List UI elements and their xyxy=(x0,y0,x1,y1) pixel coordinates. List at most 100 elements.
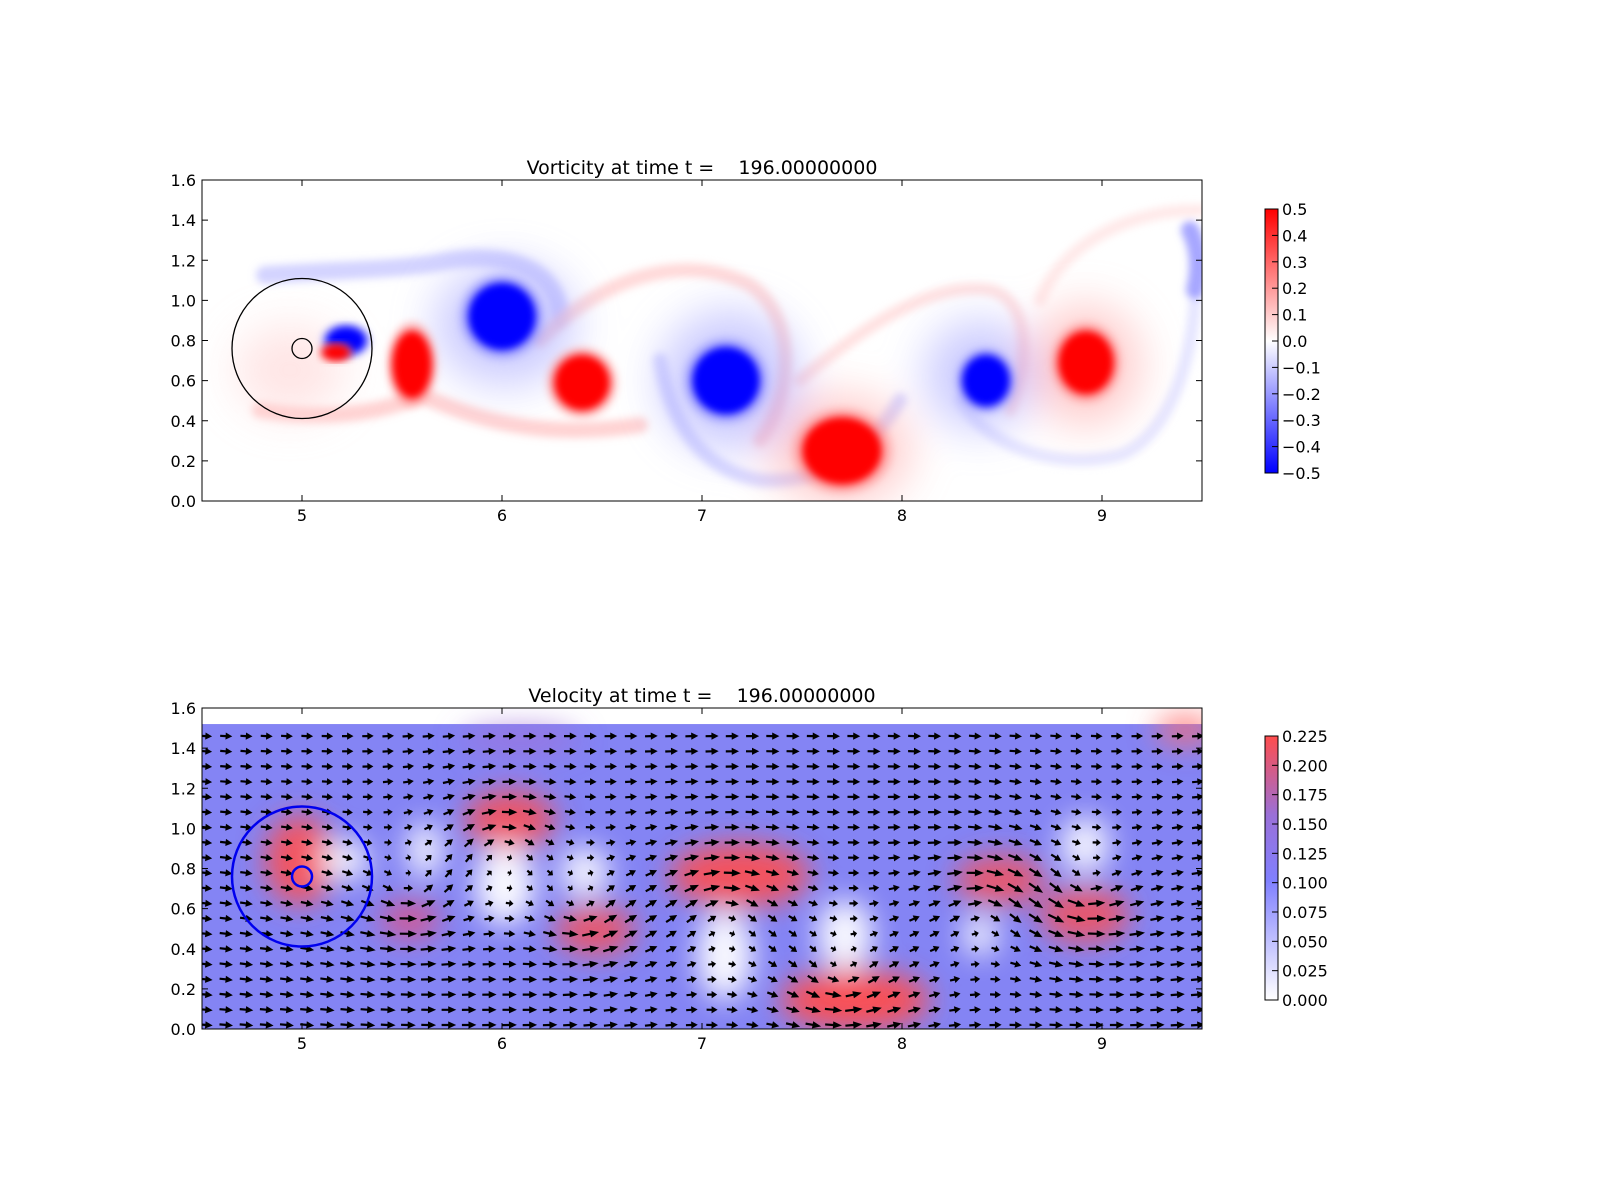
quiver-arrow xyxy=(321,884,334,892)
quiver-arrow xyxy=(320,930,335,938)
quiver-arrow xyxy=(869,946,878,953)
quiver-arrow xyxy=(928,1006,941,1014)
quiver-arrow xyxy=(1029,732,1043,740)
quiver-arrow xyxy=(1109,900,1125,907)
quiver-arrow xyxy=(584,732,597,740)
velocity-x-ticks: 5 6 7 8 9 xyxy=(297,708,1107,1053)
quiver-arrow xyxy=(827,762,840,771)
quiver-arrow xyxy=(1112,823,1122,831)
quiver-arrow xyxy=(907,1021,922,1029)
quiver-arrow xyxy=(562,975,579,983)
colorbar-tick-label: −0.5 xyxy=(1282,464,1321,483)
quiver-arrow xyxy=(1009,1021,1022,1029)
quiver-arrow xyxy=(1170,960,1185,968)
quiver-arrow xyxy=(949,1006,961,1014)
quiver-arrow xyxy=(219,884,233,892)
quiver-arrow xyxy=(1150,930,1165,938)
quiver-arrow xyxy=(786,793,800,801)
quiver-arrow xyxy=(1129,960,1145,968)
quiver-arrow xyxy=(219,960,233,968)
quiver-arrow xyxy=(850,930,858,938)
colorbar-tick-label: −0.3 xyxy=(1282,411,1321,430)
quiver-arrow xyxy=(1170,1021,1185,1029)
quiver-arrow xyxy=(363,808,373,816)
quiver-arrow xyxy=(425,855,432,862)
quiver-arrow xyxy=(342,778,354,786)
quiver-arrow xyxy=(686,975,697,983)
quiver-arrow xyxy=(908,884,921,892)
quiver-arrow xyxy=(1130,1021,1145,1029)
quiver-arrow xyxy=(403,808,413,816)
quiver-arrow xyxy=(1087,930,1106,938)
quiver-arrow xyxy=(300,884,314,892)
quiver-arrow xyxy=(1171,793,1184,801)
quiver-arrow xyxy=(502,960,517,968)
quiver-arrow xyxy=(526,869,533,876)
quiver-arrow xyxy=(342,762,354,771)
quiver-arrow xyxy=(362,869,373,877)
quiver-arrow xyxy=(582,960,599,968)
quiver-arrow xyxy=(624,1021,638,1029)
quiver-arrow xyxy=(768,960,778,967)
quiver-arrow xyxy=(685,808,699,816)
quiver-arrow xyxy=(887,762,901,771)
quiver-arrow xyxy=(908,976,920,983)
quiver-arrow xyxy=(966,884,984,892)
quiver-arrow xyxy=(850,945,857,953)
quiver-arrow xyxy=(220,732,233,740)
quiver-arrow xyxy=(624,732,638,740)
quiver-arrow xyxy=(482,975,497,983)
quiver-arrow xyxy=(1028,913,1043,923)
quiver-arrow xyxy=(1170,1006,1185,1014)
quiver-arrow xyxy=(766,899,779,907)
quiver-arrow xyxy=(341,884,354,892)
quiver-arrow xyxy=(260,854,273,862)
quiver-arrow xyxy=(1070,778,1083,786)
quiver-arrow xyxy=(746,732,760,740)
quiver-arrow xyxy=(665,778,678,786)
quiver-arrow xyxy=(1129,945,1145,953)
quiver-arrow xyxy=(991,930,1000,937)
quiver-arrow xyxy=(523,823,537,831)
quiver-arrow xyxy=(645,778,658,786)
quiver-arrow xyxy=(704,854,721,862)
quiver-arrow xyxy=(909,946,920,953)
quiver-arrow xyxy=(340,914,355,922)
quiver-arrow xyxy=(360,945,376,953)
colorbar-tick-label: 0.0 xyxy=(1282,332,1307,351)
quiver-arrow xyxy=(320,975,335,983)
y-tick-label: 1.0 xyxy=(171,819,196,838)
quiver-arrow xyxy=(564,793,577,801)
quiver-arrow xyxy=(644,991,658,999)
quiver-arrow xyxy=(502,793,518,801)
x-tick-label: 6 xyxy=(497,506,507,525)
quiver-arrow xyxy=(1071,869,1081,876)
quiver-arrow xyxy=(320,960,335,968)
quiver-arrow xyxy=(645,808,658,816)
quiver-arrow xyxy=(1050,823,1062,831)
quiver-arrow xyxy=(220,778,233,786)
quiver-arrow xyxy=(403,793,414,801)
quiver-arrow xyxy=(1009,990,1022,999)
quiver-arrow xyxy=(950,960,960,968)
quiver-arrow xyxy=(605,808,617,816)
quiver-arrow xyxy=(504,914,515,923)
quiver-arrow xyxy=(482,732,496,740)
quiver-arrow xyxy=(562,945,579,953)
quiver-arrow xyxy=(342,808,353,816)
quiver-arrow xyxy=(1131,793,1143,801)
quiver-arrow xyxy=(624,960,638,968)
quiver-arrow xyxy=(928,1021,942,1029)
quiver-arrow xyxy=(1190,960,1202,968)
quiver-arrow xyxy=(787,899,799,907)
quiver-arrow xyxy=(422,763,435,771)
quiver-arrow xyxy=(909,915,920,923)
quiver-arrow xyxy=(746,747,760,755)
x-tick-label: 9 xyxy=(1097,1034,1107,1053)
quiver-arrow xyxy=(786,747,800,755)
quiver-arrow xyxy=(383,869,392,876)
quiver-arrow xyxy=(866,991,882,999)
quiver-arrow xyxy=(888,854,901,862)
quiver-arrow xyxy=(259,1006,274,1014)
quiver-arrow xyxy=(664,839,679,847)
